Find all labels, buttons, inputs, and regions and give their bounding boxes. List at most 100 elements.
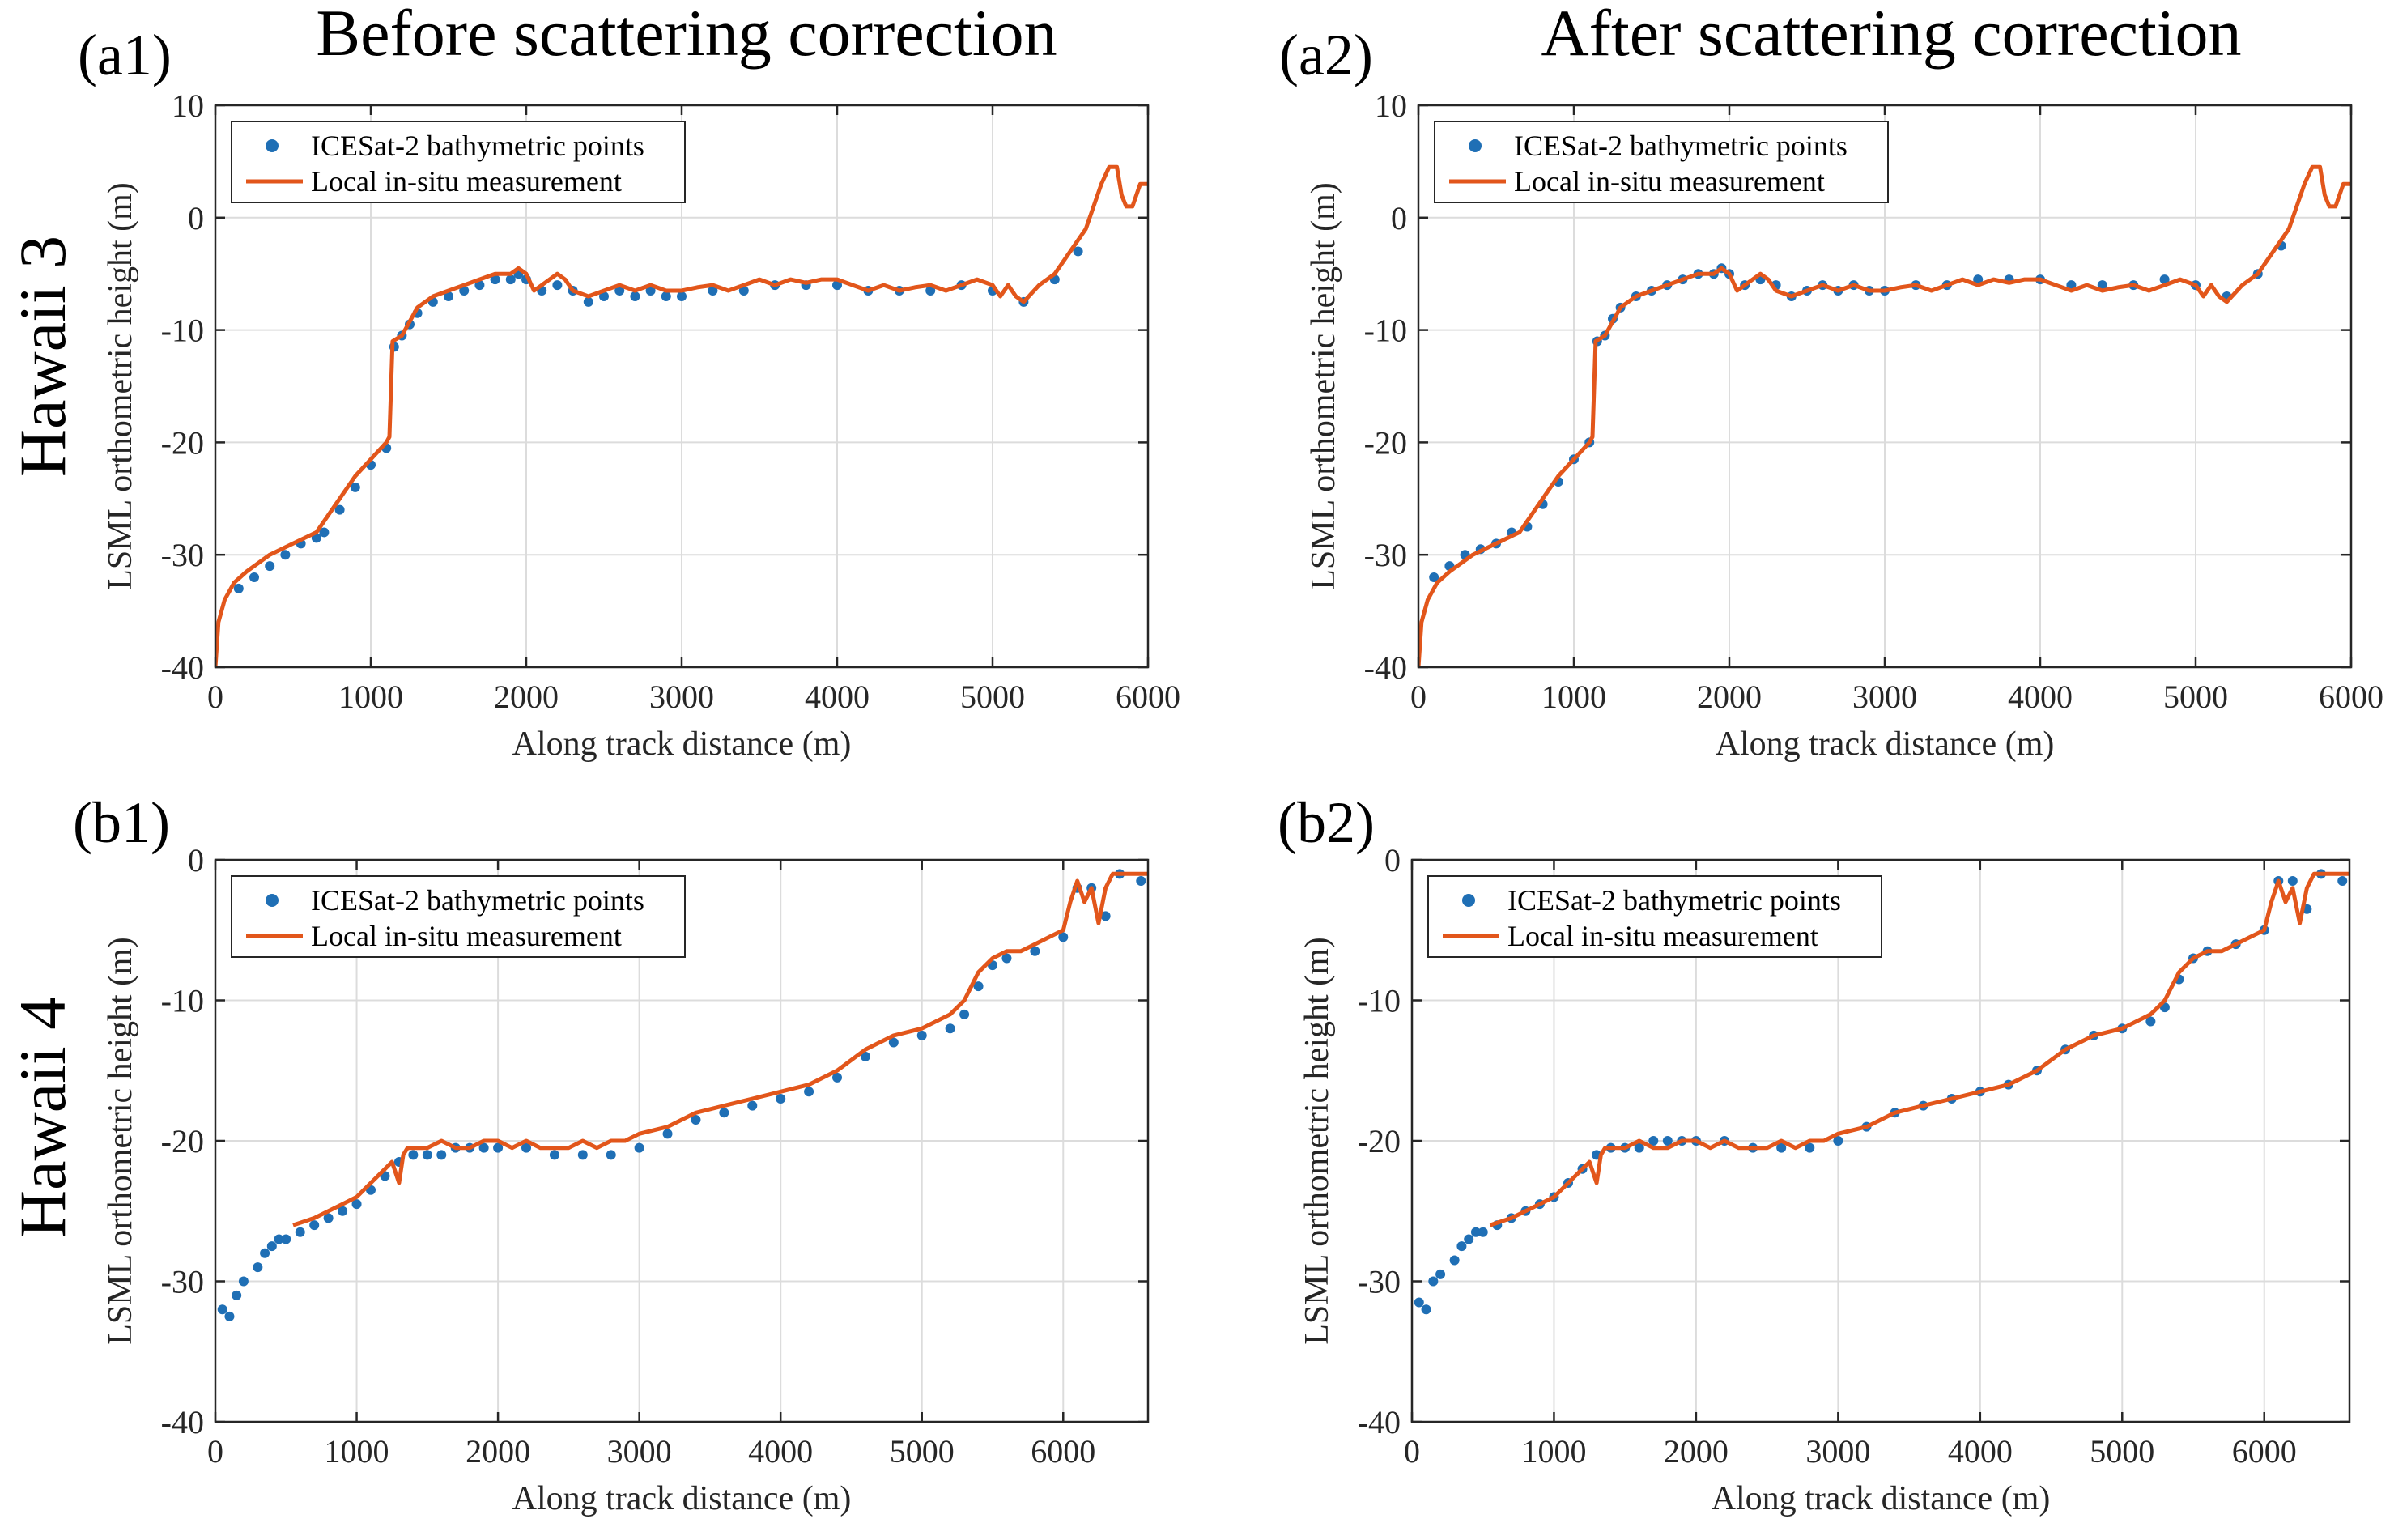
bathymetric-point bbox=[478, 1142, 489, 1153]
bathymetric-point bbox=[232, 1290, 242, 1300]
legend-label-points: ICESat-2 bathymetric points bbox=[311, 130, 644, 162]
y-tick-label: -10 bbox=[161, 983, 204, 1019]
legend-label-line: Local in-situ measurement bbox=[1514, 165, 1825, 198]
bathymetric-point bbox=[1470, 1227, 1481, 1237]
row-label-hawaii-3: Hawaii 3 bbox=[6, 236, 79, 477]
in-situ-line bbox=[215, 164, 1148, 667]
x-tick-label: 3000 bbox=[649, 679, 714, 715]
bathymetric-point bbox=[1136, 876, 1146, 887]
plot-area bbox=[1414, 869, 2349, 1315]
bathymetric-point bbox=[224, 1311, 235, 1321]
legend-point-marker bbox=[266, 894, 279, 907]
bathymetric-point bbox=[281, 1234, 291, 1244]
x-tick-label: 2000 bbox=[1664, 1433, 1729, 1470]
plot-area bbox=[215, 164, 1148, 667]
bathymetric-point bbox=[804, 1087, 814, 1097]
legend-box bbox=[1434, 121, 1889, 203]
bathymetric-point bbox=[634, 1142, 644, 1153]
bathymetric-point bbox=[832, 1072, 842, 1083]
bathymetric-point bbox=[945, 1023, 955, 1034]
x-tick-label: 5000 bbox=[960, 679, 1025, 715]
x-tick-label: 0 bbox=[207, 1433, 223, 1470]
panel-b2: (b2)0 1000 2000 3000 4000 5000 6000-40-30-20-1… bbox=[1278, 790, 2351, 1517]
bathymetric-point bbox=[280, 550, 291, 560]
bathymetric-point bbox=[505, 274, 516, 285]
bathymetric-point bbox=[2337, 876, 2348, 887]
bathymetric-point bbox=[719, 1108, 729, 1118]
bathymetric-point bbox=[408, 1150, 419, 1160]
bathymetric-point bbox=[549, 1150, 559, 1160]
x-tick-label: 2000 bbox=[1697, 679, 1762, 715]
panel-a2: (a2) 0 1000 2000 3000 4000 5000 6000 -40 -30 -20 -1… bbox=[1279, 23, 2383, 763]
bathymetric-point bbox=[661, 291, 671, 301]
bathymetric-point bbox=[490, 274, 500, 285]
legend-box bbox=[231, 121, 686, 203]
bathymetric-point bbox=[319, 527, 330, 538]
bathymetric-point bbox=[916, 1030, 927, 1040]
bathymetric-point bbox=[2097, 280, 2107, 291]
bathymetric-point bbox=[295, 1227, 305, 1237]
legend-label-points: ICESat-2 bathymetric points bbox=[1514, 130, 1848, 162]
bathymetric-point bbox=[645, 286, 656, 296]
bathymetric-point bbox=[350, 482, 360, 492]
bathymetric-point bbox=[1634, 1142, 1644, 1153]
y-axis-label: LSML orthometric height (m) bbox=[1305, 182, 1342, 590]
bathymetric-point bbox=[338, 1206, 348, 1216]
x-tick-label: 0 bbox=[1410, 679, 1427, 715]
x-tick-label: 1000 bbox=[338, 679, 403, 715]
bathymetric-point bbox=[630, 291, 640, 301]
bathymetric-point bbox=[238, 1276, 249, 1287]
x-tick-label: 3000 bbox=[1805, 1433, 1870, 1470]
panel-label-a2: (a2) bbox=[1279, 23, 1373, 87]
panel-label-b1: (b1) bbox=[73, 790, 170, 855]
panel-label-b2: (b2) bbox=[1278, 790, 1375, 855]
x-tick-label: 1000 bbox=[1521, 1433, 1586, 1470]
bathymetric-point bbox=[2159, 274, 2170, 285]
bathymetric-point bbox=[2145, 1016, 2156, 1027]
bathymetric-point bbox=[217, 1304, 227, 1315]
bathymetric-point bbox=[1100, 911, 1111, 921]
legend-label-line: Local in-situ measurement bbox=[311, 920, 622, 952]
bathymetric-point bbox=[1449, 1255, 1460, 1266]
x-tick-label: 6000 bbox=[1031, 1433, 1095, 1470]
bathymetric-point bbox=[1648, 1136, 1659, 1146]
bathymetric-point bbox=[309, 1220, 320, 1231]
y-tick-label: -40 bbox=[161, 649, 204, 686]
legend-label-line: Local in-situ measurement bbox=[1507, 920, 1818, 952]
in-situ-line bbox=[1418, 164, 2351, 667]
bathymetric-point bbox=[2287, 876, 2298, 887]
bathymetric-point bbox=[1421, 1304, 1431, 1315]
x-tick-label: 4000 bbox=[2008, 679, 2073, 715]
legend-label-points: ICESat-2 bathymetric points bbox=[311, 884, 644, 917]
y-tick-label: -20 bbox=[1364, 424, 1407, 461]
legend-box bbox=[231, 875, 686, 958]
bathymetric-point bbox=[925, 286, 936, 296]
bathymetric-point bbox=[422, 1150, 432, 1160]
legend-point-marker bbox=[1469, 139, 1482, 152]
bathymetric-point bbox=[1030, 946, 1040, 956]
bathymetric-point bbox=[249, 572, 259, 582]
bathymetric-point bbox=[1464, 1234, 1474, 1244]
plot-area bbox=[1418, 164, 2351, 667]
x-tick-label: 6000 bbox=[1116, 679, 1180, 715]
bathymetric-point bbox=[1435, 1269, 1446, 1279]
bathymetric-point bbox=[860, 1051, 870, 1061]
bathymetric-point bbox=[266, 1241, 277, 1252]
y-tick-label: 0 bbox=[1384, 842, 1401, 878]
y-tick-label: -40 bbox=[161, 1404, 204, 1440]
x-tick-label: 4000 bbox=[748, 1433, 813, 1470]
bathymetric-point bbox=[1833, 1136, 1843, 1146]
y-tick-label: 0 bbox=[1391, 200, 1407, 236]
x-tick-label: 2000 bbox=[494, 679, 559, 715]
legend-box bbox=[1427, 875, 1882, 958]
y-axis-label: LSML orthometric height (m) bbox=[102, 182, 139, 590]
y-axis-label: LSML orthometric height (m) bbox=[102, 937, 139, 1345]
bathymetric-point bbox=[1662, 1136, 1673, 1146]
bathymetric-point bbox=[1428, 1276, 1439, 1287]
panels: (a1)0 1000 2000 3000 4000 5000 6000-40-30-20-1… bbox=[73, 23, 2383, 1517]
bathymetric-point bbox=[599, 291, 609, 301]
row-label-hawaii-4: Hawaii 4 bbox=[6, 997, 79, 1238]
